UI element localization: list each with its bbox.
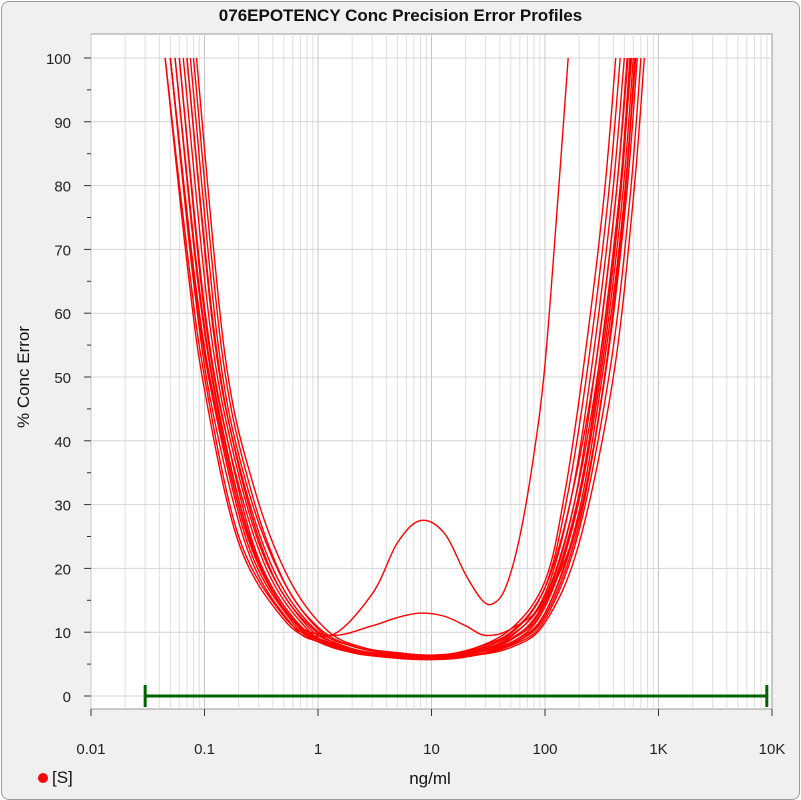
x-tick-label: 0.01 bbox=[76, 741, 105, 758]
y-tick-label: 100 bbox=[46, 51, 71, 68]
series-line-14 bbox=[186, 57, 632, 656]
x-tick-label: 1 bbox=[314, 741, 322, 758]
series-group bbox=[164, 57, 646, 661]
y-tick-label: 50 bbox=[54, 370, 71, 387]
y-tick-label: 40 bbox=[54, 434, 71, 451]
y-tick-label: 10 bbox=[54, 625, 71, 642]
series-line-16 bbox=[169, 57, 637, 637]
series-line-8 bbox=[169, 57, 642, 659]
legend-marker-icon bbox=[38, 773, 48, 783]
x-tick-label: 1K bbox=[649, 741, 667, 758]
axes: 0 10 20 30 40 50 60 70 80 90 100 0.01 0.1 1 10 100 1K 10K bbox=[46, 51, 785, 758]
y-axis-label: % Conc Error bbox=[14, 326, 33, 428]
working-range bbox=[143, 685, 769, 707]
x-axis-label: ng/ml bbox=[409, 769, 451, 788]
x-tick-label: 10K bbox=[759, 741, 786, 758]
x-tick-label: 100 bbox=[532, 741, 557, 758]
y-tick-label: 30 bbox=[54, 498, 71, 515]
series-clip bbox=[164, 57, 646, 661]
y-tick-label: 90 bbox=[54, 115, 71, 132]
x-tick-label: 10 bbox=[423, 741, 440, 758]
y-tick-label: 60 bbox=[54, 306, 71, 323]
x-tick-label: 0.1 bbox=[194, 741, 215, 758]
legend: [S] bbox=[38, 768, 73, 788]
chart-title: 076EPOTENCY Conc Precision Error Profile… bbox=[218, 6, 583, 25]
y-tick-label: 0 bbox=[63, 689, 71, 706]
y-tick-label: 70 bbox=[54, 242, 71, 259]
y-tick-label: 80 bbox=[54, 179, 71, 196]
y-tick-label: 20 bbox=[54, 561, 71, 578]
legend-label: [S] bbox=[52, 768, 73, 787]
